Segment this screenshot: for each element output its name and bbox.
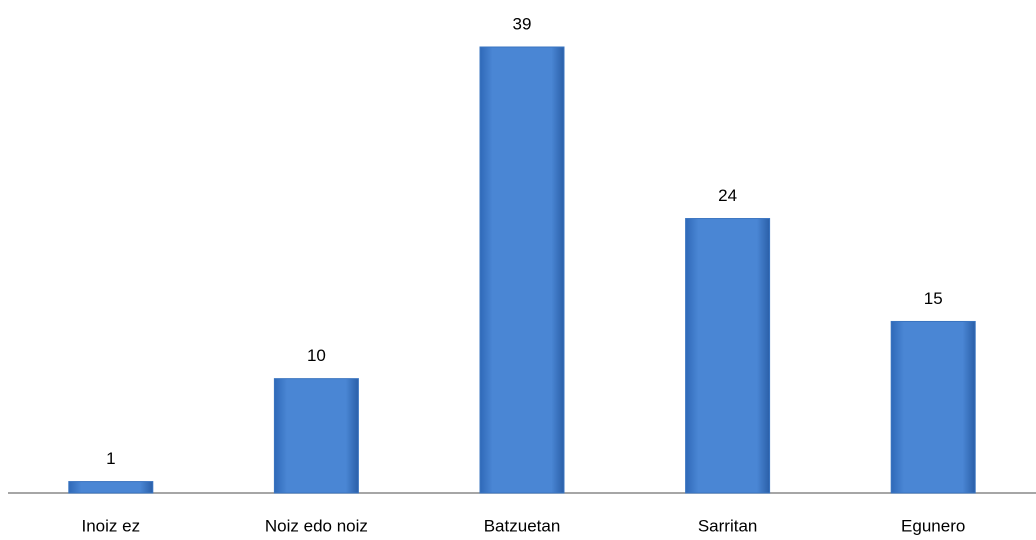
data-label: 24 — [718, 186, 737, 205]
x-tick-label: Inoiz ez — [82, 516, 141, 535]
data-label: 39 — [513, 14, 532, 33]
bar — [890, 320, 976, 494]
data-label: 10 — [307, 346, 326, 365]
x-tick-label: Noiz edo noiz — [265, 516, 368, 535]
x-tick-label: Egunero — [901, 516, 965, 535]
x-tick-label: Sarritan — [698, 516, 758, 535]
bar — [685, 218, 771, 494]
bar — [273, 378, 359, 494]
data-label: 1 — [106, 449, 115, 468]
data-label: 15 — [924, 289, 943, 308]
bar — [479, 46, 565, 494]
bar — [68, 481, 154, 494]
x-tick-label: Batzuetan — [484, 516, 561, 535]
